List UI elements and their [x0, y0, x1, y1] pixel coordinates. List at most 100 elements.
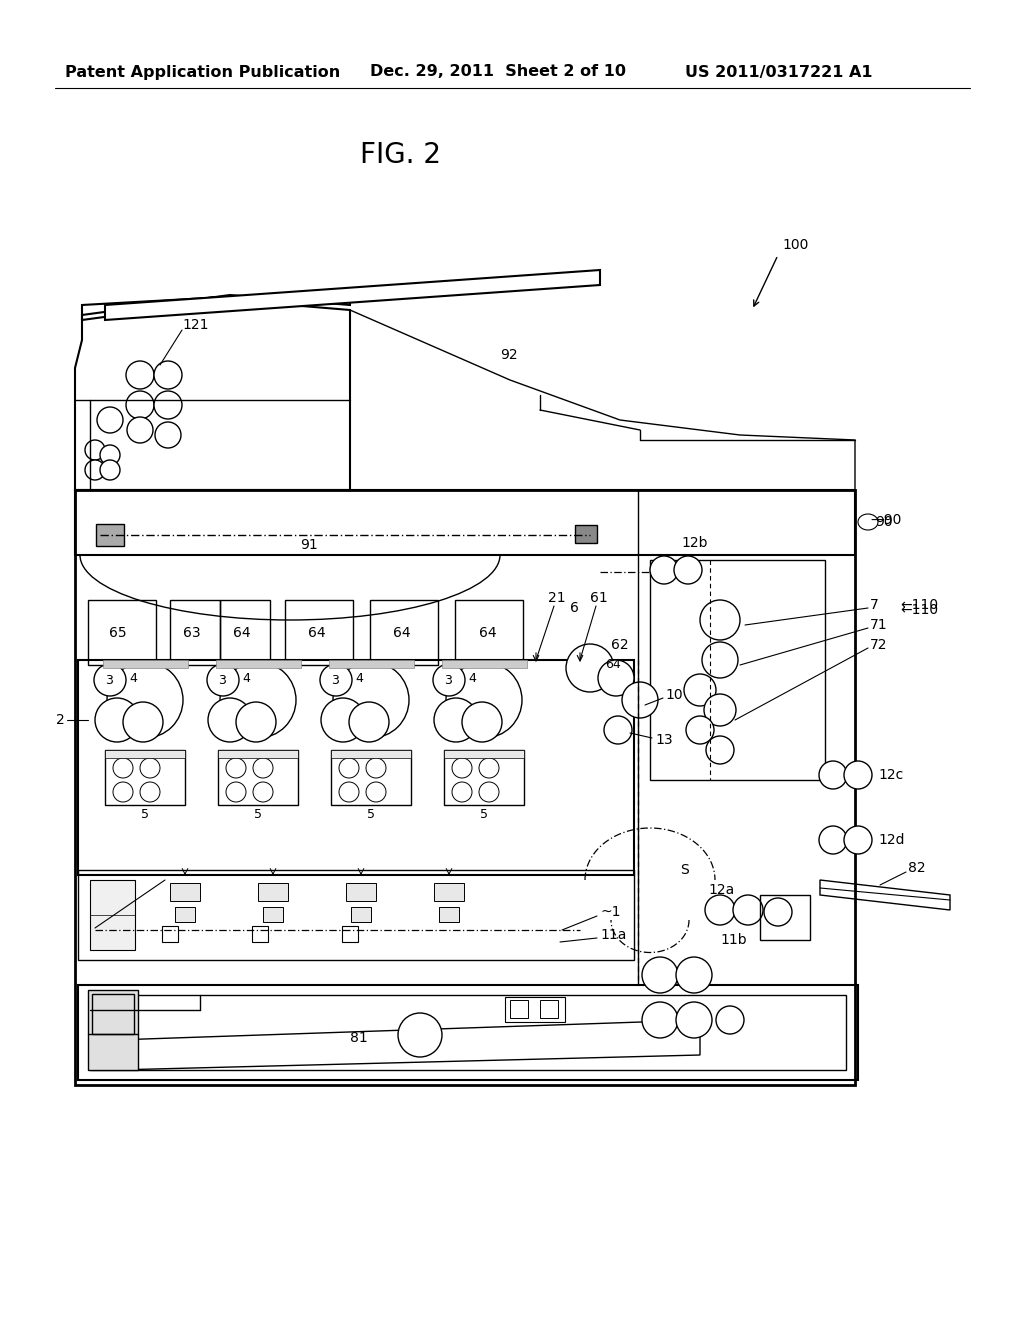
Text: 3: 3	[444, 673, 452, 686]
Circle shape	[366, 781, 386, 803]
Text: 12b: 12b	[682, 536, 709, 550]
Text: 5: 5	[367, 808, 375, 821]
Bar	[162, 927, 178, 942]
Circle shape	[97, 407, 123, 433]
Bar	[342, 927, 358, 942]
Bar	[455, 601, 523, 665]
Text: ←110: ←110	[900, 598, 938, 612]
Circle shape	[253, 758, 273, 777]
Text: 71: 71	[870, 618, 888, 632]
Text: 64: 64	[308, 626, 326, 640]
Circle shape	[253, 781, 273, 803]
Text: 4: 4	[129, 672, 137, 685]
Circle shape	[100, 459, 120, 480]
Bar	[540, 1001, 558, 1018]
Text: 21: 21	[548, 591, 565, 605]
Circle shape	[642, 957, 678, 993]
Text: 64: 64	[393, 626, 411, 640]
Bar	[75, 490, 855, 554]
Circle shape	[702, 642, 738, 678]
Text: 4: 4	[242, 672, 250, 685]
Text: 61: 61	[590, 591, 608, 605]
Circle shape	[85, 440, 105, 459]
Text: 72: 72	[870, 638, 888, 652]
Circle shape	[674, 556, 702, 583]
Circle shape	[642, 1002, 678, 1038]
Bar	[370, 601, 438, 665]
Bar	[75, 490, 855, 1085]
Bar	[92, 994, 134, 1034]
Bar	[90, 995, 846, 1071]
Bar	[329, 660, 414, 668]
Circle shape	[126, 391, 154, 418]
Polygon shape	[82, 290, 350, 319]
Bar	[258, 883, 288, 902]
Text: 7: 7	[870, 598, 879, 612]
Text: 3: 3	[105, 673, 113, 686]
Circle shape	[339, 758, 359, 777]
Circle shape	[434, 698, 478, 742]
Text: S: S	[680, 863, 689, 876]
Circle shape	[154, 391, 182, 418]
Circle shape	[844, 762, 872, 789]
Circle shape	[684, 675, 716, 706]
Text: 91: 91	[300, 539, 317, 552]
Circle shape	[85, 459, 105, 480]
Bar	[285, 601, 353, 665]
Circle shape	[140, 758, 160, 777]
Bar	[346, 883, 376, 902]
Text: 4: 4	[355, 672, 362, 685]
Circle shape	[705, 694, 736, 726]
Bar	[263, 907, 283, 921]
Circle shape	[220, 663, 296, 738]
Text: 12c: 12c	[878, 768, 903, 781]
Text: 3: 3	[331, 673, 339, 686]
Text: 100: 100	[782, 238, 808, 252]
Bar	[439, 907, 459, 921]
Text: 82: 82	[908, 861, 926, 875]
Circle shape	[319, 664, 352, 696]
Circle shape	[462, 702, 502, 742]
Text: 64: 64	[479, 626, 497, 640]
Circle shape	[236, 702, 276, 742]
Bar	[218, 750, 298, 758]
Text: 12d: 12d	[878, 833, 904, 847]
Text: 65: 65	[110, 626, 127, 640]
Text: Dec. 29, 2011  Sheet 2 of 10: Dec. 29, 2011 Sheet 2 of 10	[370, 65, 626, 79]
Circle shape	[226, 758, 246, 777]
Bar	[78, 660, 634, 875]
Text: —90: —90	[870, 513, 901, 527]
Circle shape	[94, 664, 126, 696]
Circle shape	[446, 663, 522, 738]
Circle shape	[349, 702, 389, 742]
Text: 6: 6	[570, 601, 579, 615]
Text: 64: 64	[605, 659, 621, 672]
Circle shape	[716, 1006, 744, 1034]
Text: 3: 3	[218, 673, 226, 686]
Bar	[218, 750, 298, 805]
Circle shape	[676, 957, 712, 993]
Circle shape	[452, 781, 472, 803]
Bar	[434, 883, 464, 902]
Text: 2: 2	[56, 713, 65, 727]
Bar	[170, 601, 220, 665]
Circle shape	[764, 898, 792, 927]
Bar	[105, 750, 185, 758]
Circle shape	[154, 360, 182, 389]
Bar	[444, 750, 524, 758]
Text: FIG. 2: FIG. 2	[359, 141, 440, 169]
Circle shape	[650, 556, 678, 583]
Circle shape	[126, 360, 154, 389]
Circle shape	[321, 698, 365, 742]
Text: US 2011/0317221 A1: US 2011/0317221 A1	[685, 65, 872, 79]
Circle shape	[398, 1012, 442, 1057]
Bar	[175, 907, 195, 921]
Circle shape	[706, 737, 734, 764]
Bar	[442, 660, 527, 668]
Text: 63: 63	[183, 626, 201, 640]
Circle shape	[819, 762, 847, 789]
Text: 13: 13	[655, 733, 673, 747]
Circle shape	[140, 781, 160, 803]
Circle shape	[566, 644, 614, 692]
Text: 92: 92	[500, 348, 517, 362]
